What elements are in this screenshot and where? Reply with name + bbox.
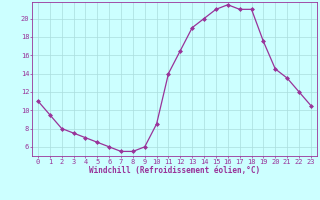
X-axis label: Windchill (Refroidissement éolien,°C): Windchill (Refroidissement éolien,°C) [89, 166, 260, 175]
